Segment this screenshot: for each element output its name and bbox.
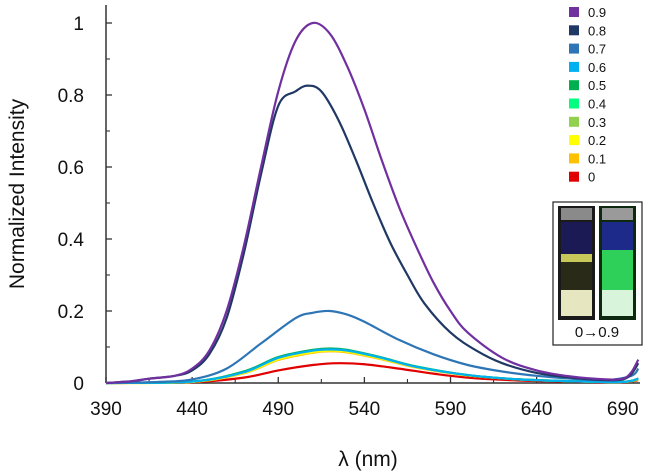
legend-label-0.3: 0.3 bbox=[588, 115, 606, 130]
y-tick-label: 0 bbox=[73, 374, 84, 395]
x-tick-label: 440 bbox=[176, 399, 208, 420]
legend-label-0.9: 0.9 bbox=[588, 5, 606, 20]
series-line-0.8 bbox=[105, 84, 640, 385]
y-axis-title: Normalized Intensity bbox=[6, 98, 29, 289]
axes: 0 0.2 0.4 0.6 0.8 1 390 440 490 540 590 640 690 λ (nm… bbox=[6, 5, 640, 471]
inset-photo: 0→0.9 bbox=[552, 201, 643, 346]
legend-label-0.7: 0.7 bbox=[588, 42, 606, 57]
inset-label: 0→0.9 bbox=[575, 324, 619, 341]
legend-swatch-0.8 bbox=[569, 25, 579, 36]
legend-swatch-0.1 bbox=[569, 153, 579, 164]
y-tick-label: 0.4 bbox=[58, 230, 85, 251]
x-axis-title: λ (nm) bbox=[338, 448, 398, 471]
legend-swatch-0.3 bbox=[569, 116, 579, 127]
series-lines bbox=[105, 21, 640, 385]
x-tick-label: 640 bbox=[521, 399, 553, 420]
legend-label-0.4: 0.4 bbox=[588, 97, 606, 112]
series-line-0.6 bbox=[105, 348, 639, 385]
legend-swatch-0.5 bbox=[569, 80, 579, 91]
legend-swatch-0 bbox=[569, 171, 579, 182]
legend-label-0.2: 0.2 bbox=[588, 133, 606, 148]
x-tick-label: 540 bbox=[349, 399, 381, 420]
x-tick-label: 490 bbox=[262, 399, 294, 420]
legend-label-0.1: 0.1 bbox=[588, 151, 606, 166]
x-tick-label: 590 bbox=[435, 399, 467, 420]
y-tick-label: 0.2 bbox=[58, 302, 84, 323]
x-tick-label: 390 bbox=[90, 399, 122, 420]
y-tick-label: 0.6 bbox=[58, 158, 84, 179]
legend-swatch-0.9 bbox=[569, 7, 579, 17]
legend-label-0.8: 0.8 bbox=[588, 23, 606, 38]
legend-swatch-0.2 bbox=[569, 135, 579, 146]
x-tick-label: 690 bbox=[607, 399, 639, 420]
legend-swatch-0.7 bbox=[569, 43, 579, 54]
legend: 0.9 0.8 0.7 0.6 0.5 0.4 0.3 0.2 0.1 0 bbox=[569, 5, 606, 185]
y-tick-label: 1 bbox=[73, 14, 84, 35]
legend-swatch-0.6 bbox=[569, 61, 579, 72]
series-line-0.9 bbox=[105, 21, 640, 385]
legend-swatch-0.4 bbox=[569, 98, 579, 109]
legend-label-0.5: 0.5 bbox=[588, 78, 606, 93]
legend-label-0: 0 bbox=[588, 170, 595, 185]
legend-label-0.6: 0.6 bbox=[588, 60, 606, 75]
y-tick-label: 0.8 bbox=[58, 86, 84, 107]
